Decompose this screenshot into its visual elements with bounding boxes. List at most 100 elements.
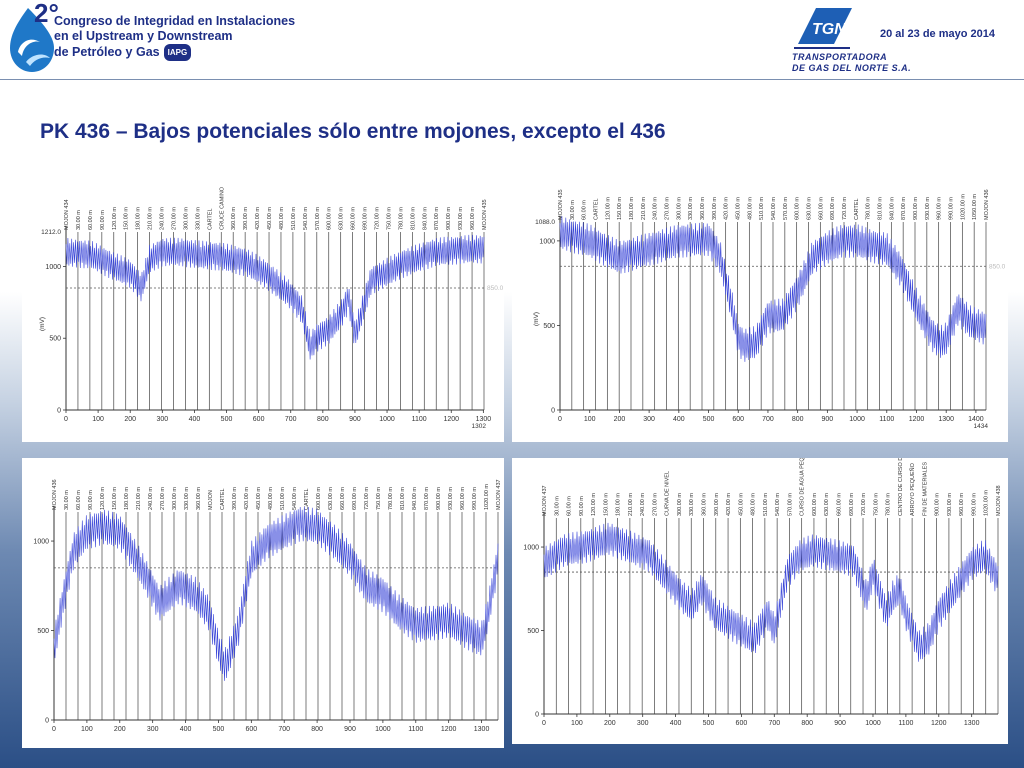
x-tick-label: 1000 — [375, 726, 391, 733]
chart-panel-3: MOJON 436 30.00 m 60.00 m 90.00 m 120.00 m 15… — [22, 458, 504, 748]
y-axis-label: (mV) — [39, 317, 46, 331]
x-tick-label: 400 — [673, 416, 685, 423]
marker-label: 810.00 m — [878, 197, 884, 220]
y-tick-label: 1000 — [33, 539, 49, 546]
marker-label: 30.00 m — [64, 490, 70, 510]
marker-label: 960.00 m — [959, 493, 965, 516]
conference-title-line-1: Congreso de Integridad en Instalaciones — [54, 14, 296, 28]
x-tick-label: 900 — [349, 416, 361, 423]
marker-label: 390.00 m — [243, 207, 249, 230]
conference-title-line-3: de Petróleo y Gas — [54, 44, 160, 59]
x-tick-label: 1400 — [968, 416, 984, 423]
x-tick-label: 1100 — [879, 416, 894, 423]
marker-label: 540.00 m — [303, 207, 309, 230]
slide-header: 2° Congreso de Integridad en Instalacion… — [0, 0, 1024, 80]
marker-label: 630.00 m — [328, 487, 334, 510]
potential-trace — [65, 234, 485, 360]
x-tick-label: 1300 — [474, 726, 490, 733]
marker-label: 840.00 m — [412, 487, 418, 510]
marker-label: 300.00 m — [183, 207, 189, 230]
marker-label: 570.00 m — [783, 197, 789, 220]
marker-label: 60.00 m — [88, 210, 94, 230]
marker-label: 240.00 m — [640, 493, 646, 516]
marker-label: 660.00 m — [340, 487, 346, 510]
x-tick-label: 1000 — [379, 416, 395, 423]
x-tick-label: 500 — [703, 416, 715, 423]
x-end-label: 1434 — [974, 423, 989, 430]
cips-chart-pk435-436: MOJON 435 30.00 m 60.00 m CARTEL 120.00 m 150… — [533, 189, 1006, 430]
x-tick-label: 200 — [604, 720, 616, 727]
x-tick-label: 1000 — [849, 416, 865, 423]
marker-label: 150.00 m — [617, 197, 623, 220]
x-tick-label: 1200 — [909, 416, 925, 423]
marker-label: 300.00 m — [676, 197, 682, 220]
marker-label: 180.00 m — [629, 197, 635, 220]
conference-number: 2° — [34, 0, 59, 28]
marker-label: 630.00 m — [339, 207, 345, 230]
marker-label: 360.00 m — [702, 493, 708, 516]
marker-label: 120.00 m — [605, 197, 611, 220]
marker-label: FIN DE MATERIALES — [922, 462, 928, 516]
y-tick-label: 1000 — [539, 238, 555, 245]
marker-label: 540.00 m — [292, 487, 298, 510]
company-name-line-1: TRANSPORTADORA — [792, 52, 888, 62]
header-divider — [0, 79, 1024, 80]
y-max-label: 1212.0 — [41, 229, 61, 236]
x-tick-label: 400 — [180, 726, 192, 733]
y-tick-label: 0 — [551, 408, 555, 415]
x-tick-label: 100 — [571, 720, 583, 727]
y-tick-label: 500 — [527, 628, 539, 635]
marker-label: 780.00 m — [886, 493, 892, 516]
marker-label: 540.00 m — [775, 493, 781, 516]
x-tick-label: 800 — [317, 416, 329, 423]
marker-label: 300.00 m — [172, 487, 178, 510]
marker-label: 210.00 m — [136, 487, 142, 510]
y-tick-label: 0 — [45, 718, 49, 725]
marker-label: CARTEL — [594, 198, 600, 220]
marker-label: 90.00 m — [579, 496, 585, 516]
marker-label: 450.00 m — [736, 197, 742, 220]
marker-label: MOJON 437 — [496, 479, 502, 510]
marker-label: 990.00 m — [949, 197, 955, 220]
reference-label: 850.0 — [989, 263, 1006, 270]
x-tick-label: 800 — [801, 720, 813, 727]
marker-label: 390.00 m — [714, 493, 720, 516]
slide-title: PK 436 – Bajos potenciales sólo entre mo… — [40, 120, 666, 143]
marker-label: MOJON 435 — [558, 189, 564, 220]
x-tick-label: 0 — [542, 720, 546, 727]
reference-label: 850.0 — [487, 285, 504, 292]
x-tick-label: 900 — [344, 726, 356, 733]
marker-label: 180.00 m — [124, 487, 130, 510]
x-tick-label: 700 — [285, 416, 297, 423]
x-tick-label: 400 — [189, 416, 201, 423]
x-tick-label: 600 — [732, 416, 744, 423]
marker-label: 30.00 m — [554, 496, 560, 516]
marker-label: 450.00 m — [267, 207, 273, 230]
marker-label: MOJON 436 — [52, 479, 58, 510]
marker-label: 60.00 m — [582, 200, 588, 220]
chart-panel-4: MOJON 437 30.00 m 60.00 m 90.00 m 120.00 m 15… — [512, 458, 1008, 744]
marker-label: 390.00 m — [712, 197, 718, 220]
marker-label: 270.00 m — [171, 207, 177, 230]
cips-chart-pk437-438: MOJON 437 30.00 m 60.00 m 90.00 m 120.00 m 15… — [523, 458, 1002, 727]
marker-label: 510.00 m — [763, 493, 769, 516]
y-max-label: 1088.0 — [535, 219, 555, 226]
marker-label: 870.00 m — [424, 487, 430, 510]
marker-label: 360.00 m — [196, 487, 202, 510]
marker-label: 930.00 m — [947, 493, 953, 516]
x-tick-label: 200 — [614, 416, 626, 423]
marker-label: 510.00 m — [280, 487, 286, 510]
marker-label: 330.00 m — [688, 197, 694, 220]
marker-label: 420.00 m — [726, 493, 732, 516]
x-tick-label: 0 — [52, 726, 56, 733]
marker-label: 600.00 m — [812, 493, 818, 516]
y-tick-label: 0 — [57, 408, 61, 415]
company-name-line-2: DE GAS DEL NORTE S.A. — [792, 63, 912, 73]
marker-label: 120.00 m — [591, 493, 597, 516]
marker-label: 990.00 m — [971, 493, 977, 516]
x-tick-label: 1100 — [408, 726, 423, 733]
marker-label: 630.00 m — [824, 493, 830, 516]
iapg-logo: IAPG — [163, 44, 192, 61]
marker-label: MOJON 434 — [64, 199, 70, 230]
marker-label: CARTEL — [207, 208, 213, 230]
